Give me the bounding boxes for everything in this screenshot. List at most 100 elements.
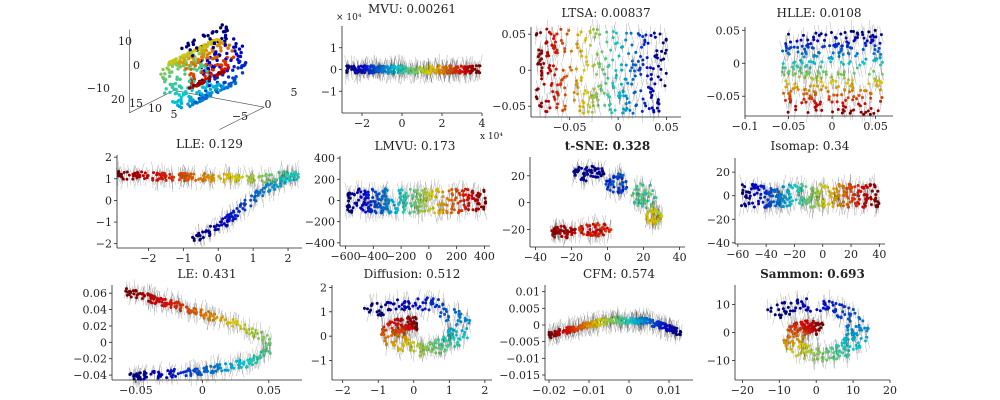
point [555,106,559,110]
y-tick-label: 1 [330,42,337,55]
point [612,185,616,189]
data-points [344,53,483,85]
point [582,177,586,181]
y-tick-label: −20 [502,224,525,237]
point [628,69,632,73]
point [630,59,634,63]
point [228,172,232,176]
point [846,78,850,82]
x-tick-label: 0 [215,252,222,265]
data-points [534,18,669,123]
point [143,171,147,175]
point [236,57,240,62]
data-points [779,19,885,127]
point [193,100,198,104]
point [479,205,483,209]
point [579,178,583,182]
point [659,58,663,62]
point [216,82,220,86]
point [355,191,359,195]
point [640,204,644,208]
point [211,30,215,34]
point [553,46,557,50]
point [640,109,644,113]
point [830,75,834,79]
point [200,81,205,85]
point [781,62,785,66]
point [879,33,883,37]
point [445,209,449,213]
point [657,109,661,113]
point [249,198,253,202]
point [241,207,245,211]
point [861,47,865,51]
point [605,179,609,183]
point [143,177,147,181]
point [381,68,385,72]
point [441,208,445,212]
y-tick-label: −1 [321,85,337,98]
point [538,104,542,108]
point [573,231,577,235]
point [197,89,201,94]
point [842,76,846,80]
panel-title: LTSA: 0.00837 [561,6,650,20]
point [453,198,457,202]
point [594,93,598,97]
point [617,91,621,95]
point [544,99,548,103]
x-tick-label: 0.05 [654,121,679,134]
x-tick-label: 15 [129,97,143,110]
point [811,46,815,50]
point [820,108,824,112]
point [190,88,194,93]
y-tick-label: 0 [328,194,335,207]
point [866,109,870,113]
point [236,54,240,58]
point [415,188,419,192]
point [654,196,658,200]
point [829,30,833,34]
point [482,190,486,194]
point [369,200,373,204]
x-tick-label: 2 [439,117,446,130]
point [145,176,149,180]
point [596,28,600,32]
point [629,31,633,35]
point [534,95,538,99]
point [572,91,576,95]
point [851,98,855,102]
point [781,49,785,53]
point [201,54,205,58]
point [559,82,563,86]
point [457,210,461,214]
point [746,190,750,194]
point [751,201,755,205]
point [601,233,605,237]
point [606,65,610,69]
point [233,45,238,49]
point [590,164,594,168]
x-tick-label: 0 [829,120,836,133]
point [291,173,295,177]
point [404,66,408,70]
point [161,76,166,81]
point [586,103,590,107]
point [208,63,213,67]
point [792,45,796,49]
point [383,187,387,191]
point [858,104,862,108]
point [183,172,187,176]
point [540,101,544,105]
point [412,210,416,214]
point [624,187,628,191]
point [832,93,836,97]
point [649,66,653,70]
point [177,178,181,182]
point [859,88,863,92]
x-tick-label: −0.05 [772,120,806,133]
point [397,202,401,206]
point [660,49,664,53]
point [613,108,617,112]
